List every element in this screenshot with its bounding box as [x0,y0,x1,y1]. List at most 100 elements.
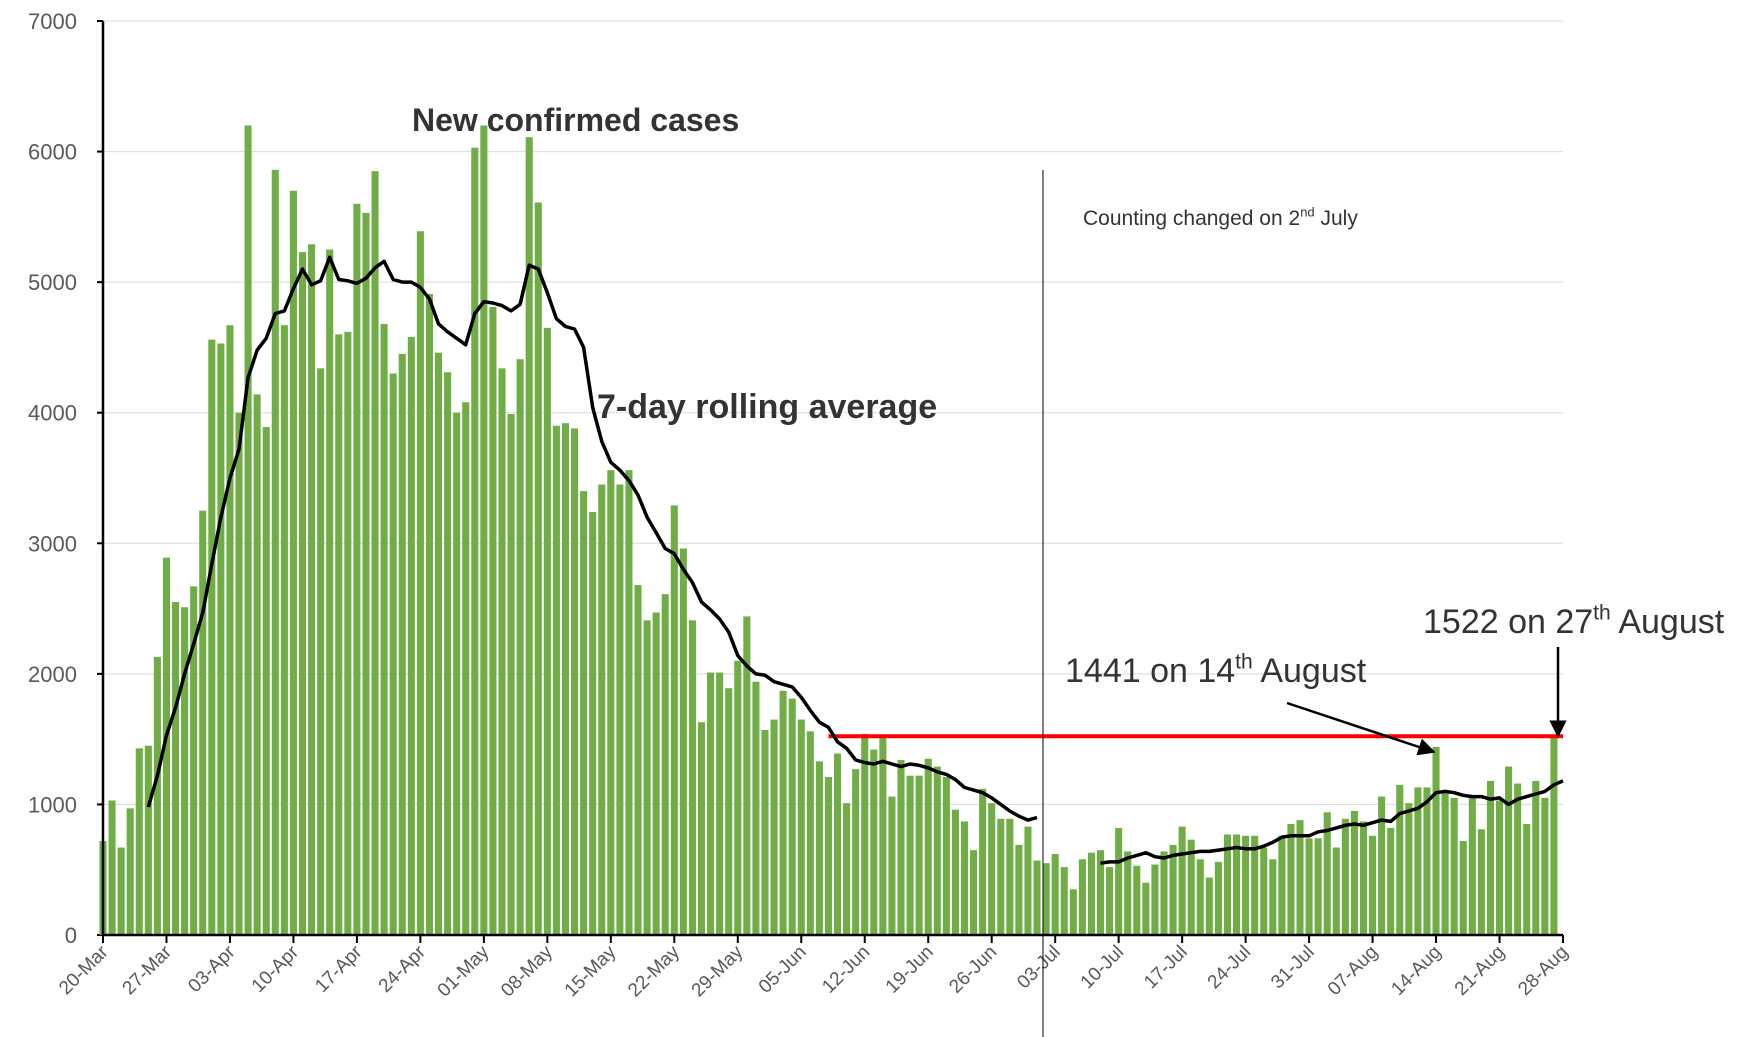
bar [697,722,706,935]
bar [317,368,325,935]
bar [815,761,823,935]
annotation-sup: nd [1300,205,1314,220]
bar [1142,882,1150,935]
annotation: 1441 on 14th August [1065,650,1367,690]
bar [480,125,488,935]
bar [398,353,406,935]
bar [389,373,397,935]
series-label: 7-day rolling average [597,388,937,426]
bar [643,620,651,935]
annotation-sup: th [1235,650,1253,673]
bar [688,620,696,935]
bar [1051,854,1059,935]
y-tick-label: 0 [65,923,77,948]
bar [652,612,660,935]
bar [924,758,932,935]
bar [1468,797,1476,935]
bar [1541,797,1549,935]
bar [1350,810,1358,935]
bar [1396,784,1404,935]
annotation: Counting changed on 2nd July [1083,205,1358,230]
bar [190,586,198,935]
bar [208,339,216,935]
x-tick-label: 22-May [624,941,684,1001]
bar [1160,851,1168,935]
bar [1486,780,1494,935]
bar [897,760,905,935]
y-tick-label: 4000 [28,401,77,426]
bar [344,331,352,935]
bar [1423,787,1431,935]
bar [1505,766,1513,935]
bar [779,690,787,935]
bar [1187,839,1195,935]
x-tick-label: 05-Jun [755,942,811,998]
bar [172,602,180,935]
bar [1196,859,1204,935]
bar [244,125,252,935]
arrow [1286,701,1436,756]
annotation-text: August [1253,652,1367,690]
bar [571,428,579,935]
bar [1405,803,1413,935]
bar [1214,861,1222,935]
bar [371,171,379,935]
x-tick-label: 29-May [688,941,748,1001]
bar [1024,826,1032,935]
x-tick-label: 12-Jun [818,942,874,998]
bar [1432,746,1440,935]
y-tick-label: 6000 [28,140,77,165]
bar [489,306,497,935]
y-tick-label: 7000 [28,9,77,34]
bar [725,688,733,935]
bar [598,484,606,935]
bar [580,491,588,935]
annotation-text: Counting changed on 2 [1083,207,1300,230]
bar [108,800,116,935]
bar [262,427,270,935]
y-tick-label: 3000 [28,531,77,556]
x-tick-label: 19-Jun [882,942,938,998]
bar [217,343,225,935]
bar [416,231,424,936]
bar [661,594,669,935]
bar [870,749,878,935]
y-tick-label: 2000 [28,662,77,687]
bar [997,818,1005,935]
bar [1523,824,1531,935]
bar [298,252,307,935]
bar [879,737,887,935]
bar [1133,865,1141,935]
bar [1532,780,1540,935]
bar [326,249,334,935]
bar [806,731,814,935]
bar [634,585,642,935]
bar [516,359,524,935]
series-label: New confirmed cases [412,102,739,138]
bar [380,323,388,935]
bar [434,352,443,935]
bar [670,505,678,935]
bar [906,775,914,935]
bar [1459,840,1467,935]
x-tick-label: 24-Jul [1204,942,1255,993]
bar [743,616,751,935]
x-tick-label: 01-May [434,941,494,1001]
bar [525,137,533,936]
bar [453,412,461,935]
bar [462,402,470,936]
bar [942,777,950,935]
bar [1169,844,1177,935]
bar [1042,863,1050,935]
x-tick-label: 14-Aug [1387,942,1445,1000]
bar [1441,792,1449,935]
bar [444,372,452,935]
x-tick-label: 17-Jul [1140,942,1191,993]
bar [153,656,161,935]
bar [734,660,742,935]
x-tick-label: 21-Aug [1451,942,1509,1000]
bar [852,769,860,935]
bar [226,325,234,935]
x-tick-label: 26-Jun [945,942,1001,998]
bar [843,803,851,935]
